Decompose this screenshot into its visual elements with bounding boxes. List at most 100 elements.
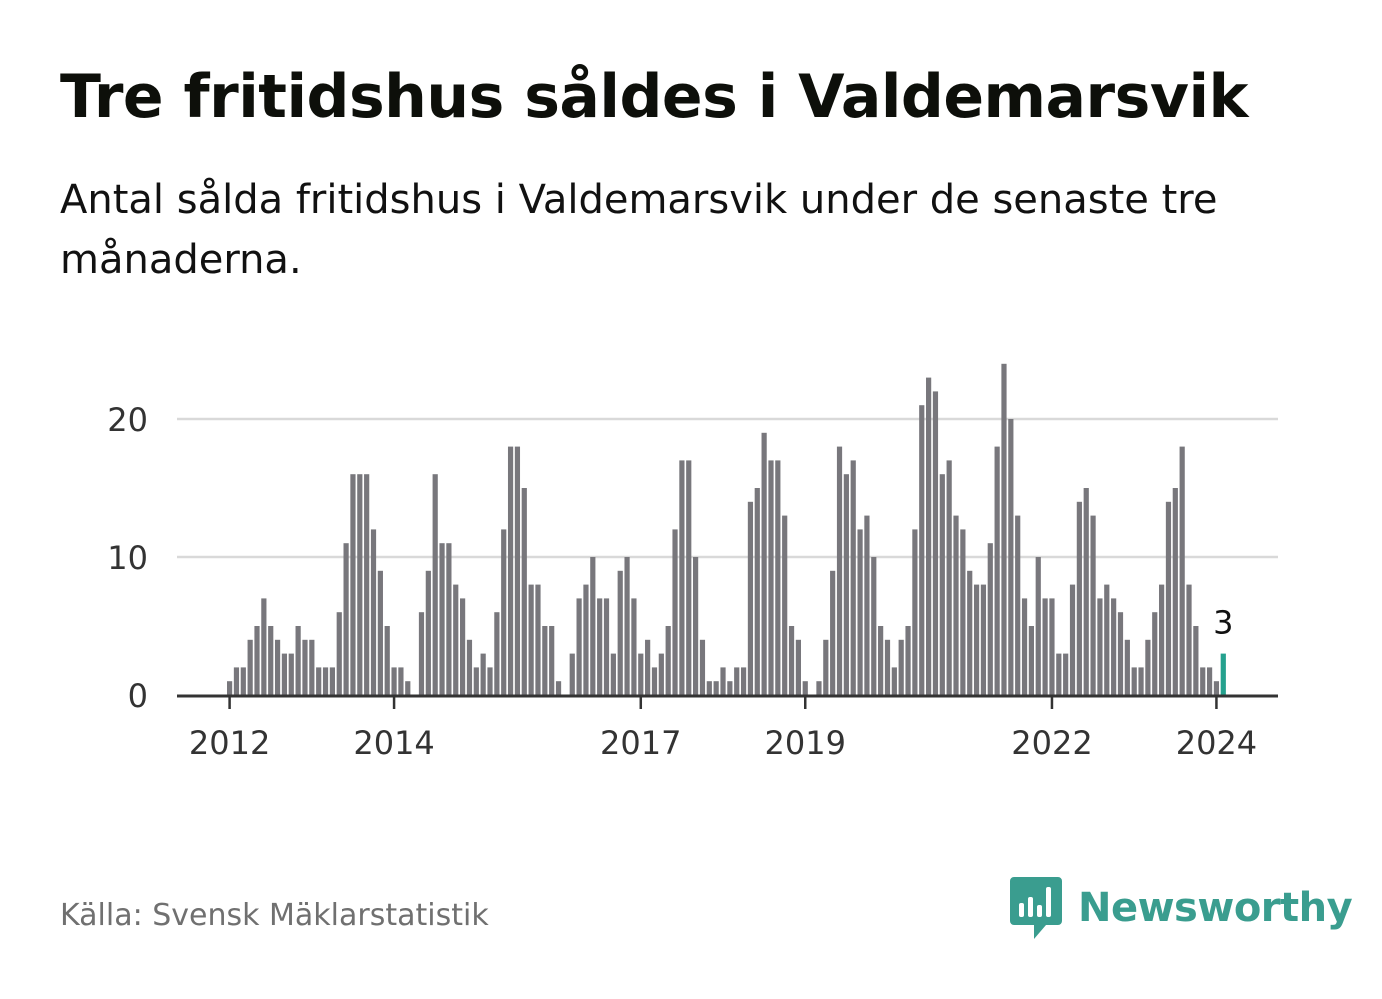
brand-logo[interactable]: Newsworthy [1010,876,1353,940]
bar [1001,363,1007,695]
bar [576,598,582,695]
bar [912,529,918,695]
y-tick-label: 20 [107,401,148,439]
bar [487,667,493,695]
bar [439,543,445,695]
bar [254,626,260,695]
bar [425,570,431,695]
bar [1200,667,1206,695]
brand-name: Newsworthy [1078,885,1353,931]
bar [274,639,281,695]
bar [1179,446,1185,695]
bar [1083,488,1089,695]
bar [843,474,849,695]
bar [569,653,575,695]
bar [706,681,712,695]
bar [309,639,315,695]
bar [1049,598,1055,695]
bar [453,584,459,695]
bar [227,681,233,695]
bar [816,681,822,695]
bar [281,653,288,695]
bar [693,557,699,695]
bar [1124,639,1130,695]
bar [542,626,548,695]
bar [1063,653,1069,695]
bar [699,639,706,695]
y-tick-label: 10 [107,539,148,577]
bar [658,653,664,695]
bar [1206,667,1213,695]
bar [960,529,966,695]
bar [919,405,925,695]
bar [398,667,404,695]
bar [782,515,788,695]
bar [1104,584,1110,695]
bar [322,667,329,695]
x-tick-label: 2024 [1176,724,1257,762]
bar [535,584,541,695]
bar [1186,584,1192,695]
bar [624,557,630,695]
bar [665,626,671,695]
bar [891,667,897,695]
bar [1138,667,1144,695]
bar [1172,488,1178,695]
bar [802,681,808,695]
bar [898,639,904,695]
bar [686,460,692,695]
bar [1021,598,1028,695]
bar [768,460,774,695]
bar [528,584,534,695]
bar [583,584,589,695]
bar [672,529,678,695]
bar [316,667,322,695]
bar-highlight [1220,653,1226,695]
bar [357,474,363,695]
bar [1145,639,1151,695]
bar [473,667,479,695]
data-labels: 3 [1213,604,1233,642]
bar [384,626,390,695]
chart-subtitle: Antal sålda fritidshus i Valdemarsvik un… [60,177,1218,283]
bar [1028,626,1034,695]
bar [507,446,514,695]
bar [926,377,932,695]
bar [343,543,349,695]
bar [905,626,911,695]
bar [651,667,658,695]
bar [480,653,486,695]
bar [775,460,781,695]
bar [364,474,370,695]
bar [788,626,795,695]
bar [631,598,637,695]
bar-chart: 0 10 20 2012 2014 2017 2019 2022 2024 3 [107,363,1278,762]
bar [953,515,959,695]
chart-title: Tre fritidshus såldes i Valdemarsvik [60,62,1248,132]
bar [597,598,603,695]
bar [1159,584,1165,695]
bar [967,570,973,695]
bar [713,681,719,695]
x-tick-label: 2012 [189,724,270,762]
bar [946,460,952,695]
bar [850,460,856,695]
bar [494,612,500,695]
bar [1008,419,1014,695]
bar [466,639,473,695]
bar [740,667,747,695]
bar [336,612,342,695]
source-note: Källa: Svensk Mäklarstatistik [60,898,489,933]
bar [884,639,891,695]
bar [446,543,452,695]
x-tick-label: 2017 [600,724,681,762]
bar [1056,653,1062,695]
bar [233,667,240,695]
bar [720,667,726,695]
x-axis-ticks: 2012 2014 2017 2019 2022 2024 [189,697,1257,762]
bar [878,626,884,695]
bar [823,639,829,695]
bar [864,515,870,695]
bar [302,639,308,695]
bar [418,612,425,695]
